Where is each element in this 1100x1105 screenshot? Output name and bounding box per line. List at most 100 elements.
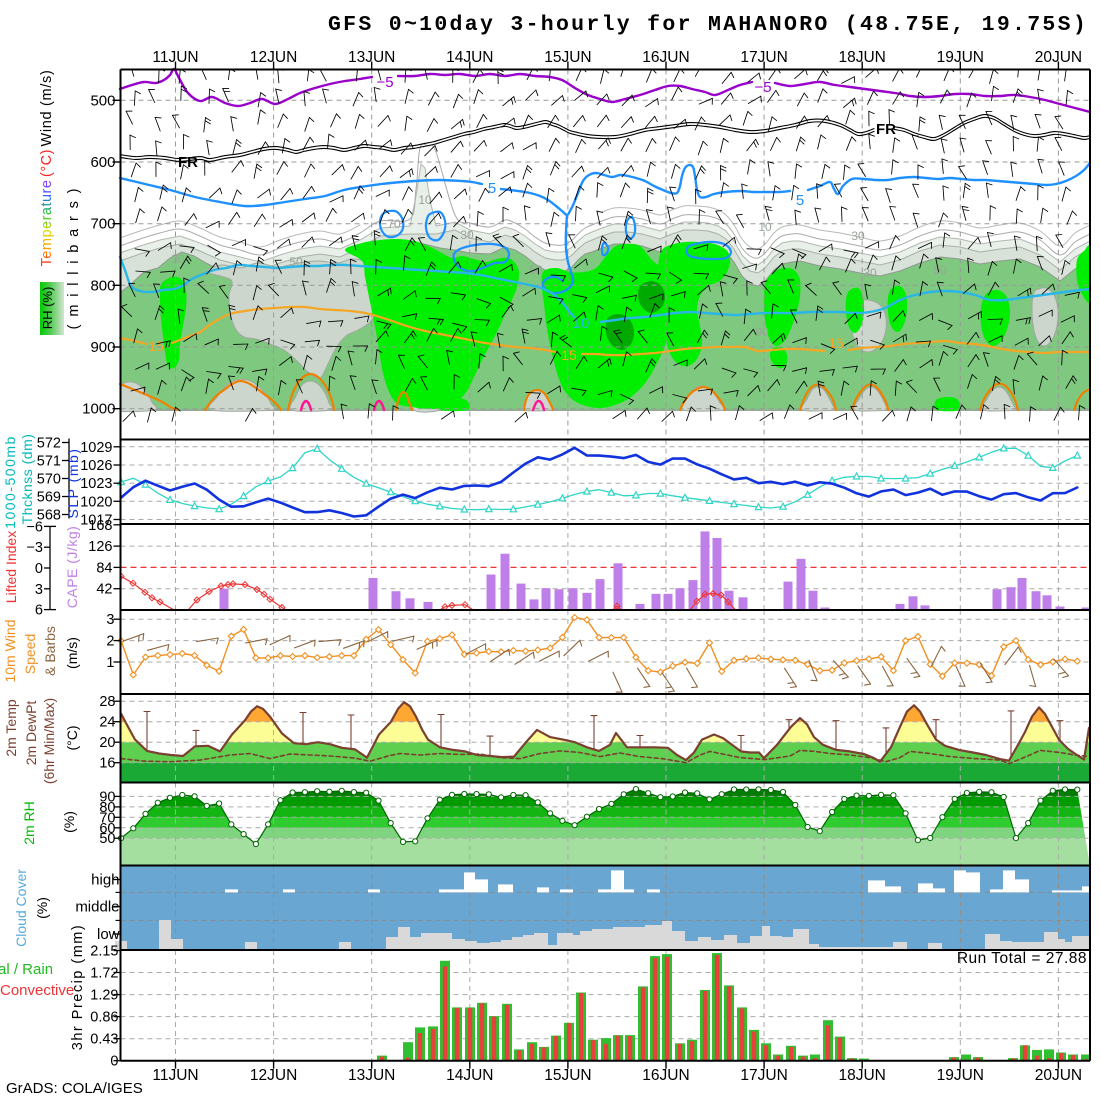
svg-text:500: 500 [90,92,115,109]
svg-text:1026: 1026 [80,458,112,474]
svg-text:16JUN: 16JUN [642,1067,689,1084]
svg-text:(m/s): (m/s) [64,637,80,669]
svg-text:5: 5 [488,180,496,197]
svg-text:Temperature: Temperature [39,180,55,267]
svg-text:30: 30 [863,266,877,280]
svg-text:SLP (mb): SLP (mb) [65,448,81,519]
svg-text:& Barbs: & Barbs [42,626,58,676]
svg-text:0.43: 0.43 [90,1032,118,1048]
svg-text:168: 168 [88,518,112,534]
svg-text:11JUN: 11JUN [152,49,198,66]
svg-text:Lifted Index: Lifted Index [3,531,19,603]
svg-text:(millibars): (millibars) [66,181,82,330]
svg-text:12JUN: 12JUN [250,49,297,66]
svg-text:30: 30 [171,252,185,266]
svg-text:2m RH: 2m RH [21,801,37,845]
svg-text:90: 90 [99,789,115,805]
svg-text:90: 90 [755,325,769,339]
svg-text:(%): (%) [61,811,77,833]
svg-text:Speed: Speed [22,634,38,674]
svg-text:Cloud Cover: Cloud Cover [13,869,29,947]
svg-text:13JUN: 13JUN [348,1067,395,1084]
svg-text:GFS 0~10day 3-hourly for MAHAN: GFS 0~10day 3-hourly for MAHANORO (48.75… [328,13,1088,37]
svg-text:24: 24 [99,715,115,731]
svg-text:19JUN: 19JUN [937,49,984,66]
svg-text:Thcknss (dm): Thcknss (dm) [19,434,35,525]
svg-text:15: 15 [148,338,164,354]
svg-text:1000-500mb: 1000-500mb [2,435,18,529]
svg-text:1: 1 [106,655,114,671]
svg-text:3: 3 [106,612,114,628]
svg-text:(°C): (°C) [39,149,55,177]
svg-text:60: 60 [99,821,115,837]
svg-text:15: 15 [828,335,844,351]
svg-text:2: 2 [106,634,114,650]
svg-text:−6: −6 [26,519,43,535]
svg-text:70: 70 [99,810,115,826]
svg-text:80: 80 [99,800,115,816]
svg-text:600: 600 [90,154,115,171]
svg-text:10: 10 [573,315,590,332]
svg-text:RH (%): RH (%) [40,287,55,330]
svg-text:middle: middle [75,899,119,916]
svg-text:−3: −3 [26,540,43,556]
svg-text:1017: 1017 [80,513,112,529]
svg-text:Wind (m/s): Wind (m/s) [39,69,55,146]
svg-text:1.29: 1.29 [90,988,118,1004]
svg-text:20JUN: 20JUN [1035,49,1082,66]
svg-text:−5: −5 [376,74,393,91]
svg-text:(°C): (°C) [64,725,80,750]
svg-text:10: 10 [758,220,772,234]
svg-text:1023: 1023 [80,476,112,492]
svg-text:17JUN: 17JUN [740,49,787,66]
svg-text:5: 5 [796,192,804,209]
svg-text:1020: 1020 [80,494,112,510]
svg-text:14JUN: 14JUN [446,49,493,66]
svg-text:572: 572 [37,436,61,452]
svg-text:900: 900 [90,339,115,356]
svg-text:18JUN: 18JUN [839,1067,886,1084]
svg-text:2.15: 2.15 [90,944,118,960]
svg-text:571: 571 [37,454,61,470]
svg-text:13JUN: 13JUN [348,49,395,66]
svg-text:20: 20 [99,735,115,751]
svg-text:50: 50 [99,831,115,847]
svg-text:15: 15 [561,347,577,363]
svg-text:42: 42 [96,582,112,598]
svg-text:570: 570 [37,472,61,488]
svg-text:12JUN: 12JUN [250,1067,297,1084]
svg-text:CAPE (J/kg): CAPE (J/kg) [64,526,80,609]
svg-text:30: 30 [460,228,474,242]
svg-text:568: 568 [37,508,61,524]
svg-text:10: 10 [418,193,432,207]
svg-text:GrADS: COLA/IGES: GrADS: COLA/IGES [6,1080,143,1097]
svg-text:−5: −5 [754,79,771,96]
svg-text:(6hr Min/Max): (6hr Min/Max) [41,698,57,784]
svg-text:18JUN: 18JUN [839,49,886,66]
svg-text:0.86: 0.86 [90,1010,118,1026]
svg-text:11JUN: 11JUN [152,1067,198,1084]
svg-text:1029: 1029 [80,440,112,456]
svg-text:15JUN: 15JUN [544,1067,591,1084]
svg-text:50: 50 [933,263,947,277]
svg-text:Total / Rain: Total / Rain [0,961,53,978]
svg-text:14JUN: 14JUN [446,1067,493,1084]
svg-text:16JUN: 16JUN [642,49,689,66]
svg-text:high: high [91,872,119,889]
svg-text:2m DewPt: 2m DewPt [23,701,39,766]
svg-text:16: 16 [99,756,115,772]
svg-text:30: 30 [851,229,865,243]
svg-text:84: 84 [96,560,112,576]
svg-text:low: low [97,926,120,943]
svg-text:FR: FR [876,121,896,138]
svg-text:1.72: 1.72 [90,966,118,982]
svg-text:569: 569 [37,490,61,506]
svg-text:10m Wind: 10m Wind [2,619,18,682]
svg-text:1000: 1000 [82,401,115,418]
svg-text:Convective: Convective [0,982,74,999]
svg-text:0: 0 [110,1054,118,1070]
svg-text:20JUN: 20JUN [1035,1067,1082,1084]
svg-text:2m Temp: 2m Temp [3,699,19,757]
svg-text:0: 0 [35,561,43,577]
svg-text:17JUN: 17JUN [740,1067,787,1084]
